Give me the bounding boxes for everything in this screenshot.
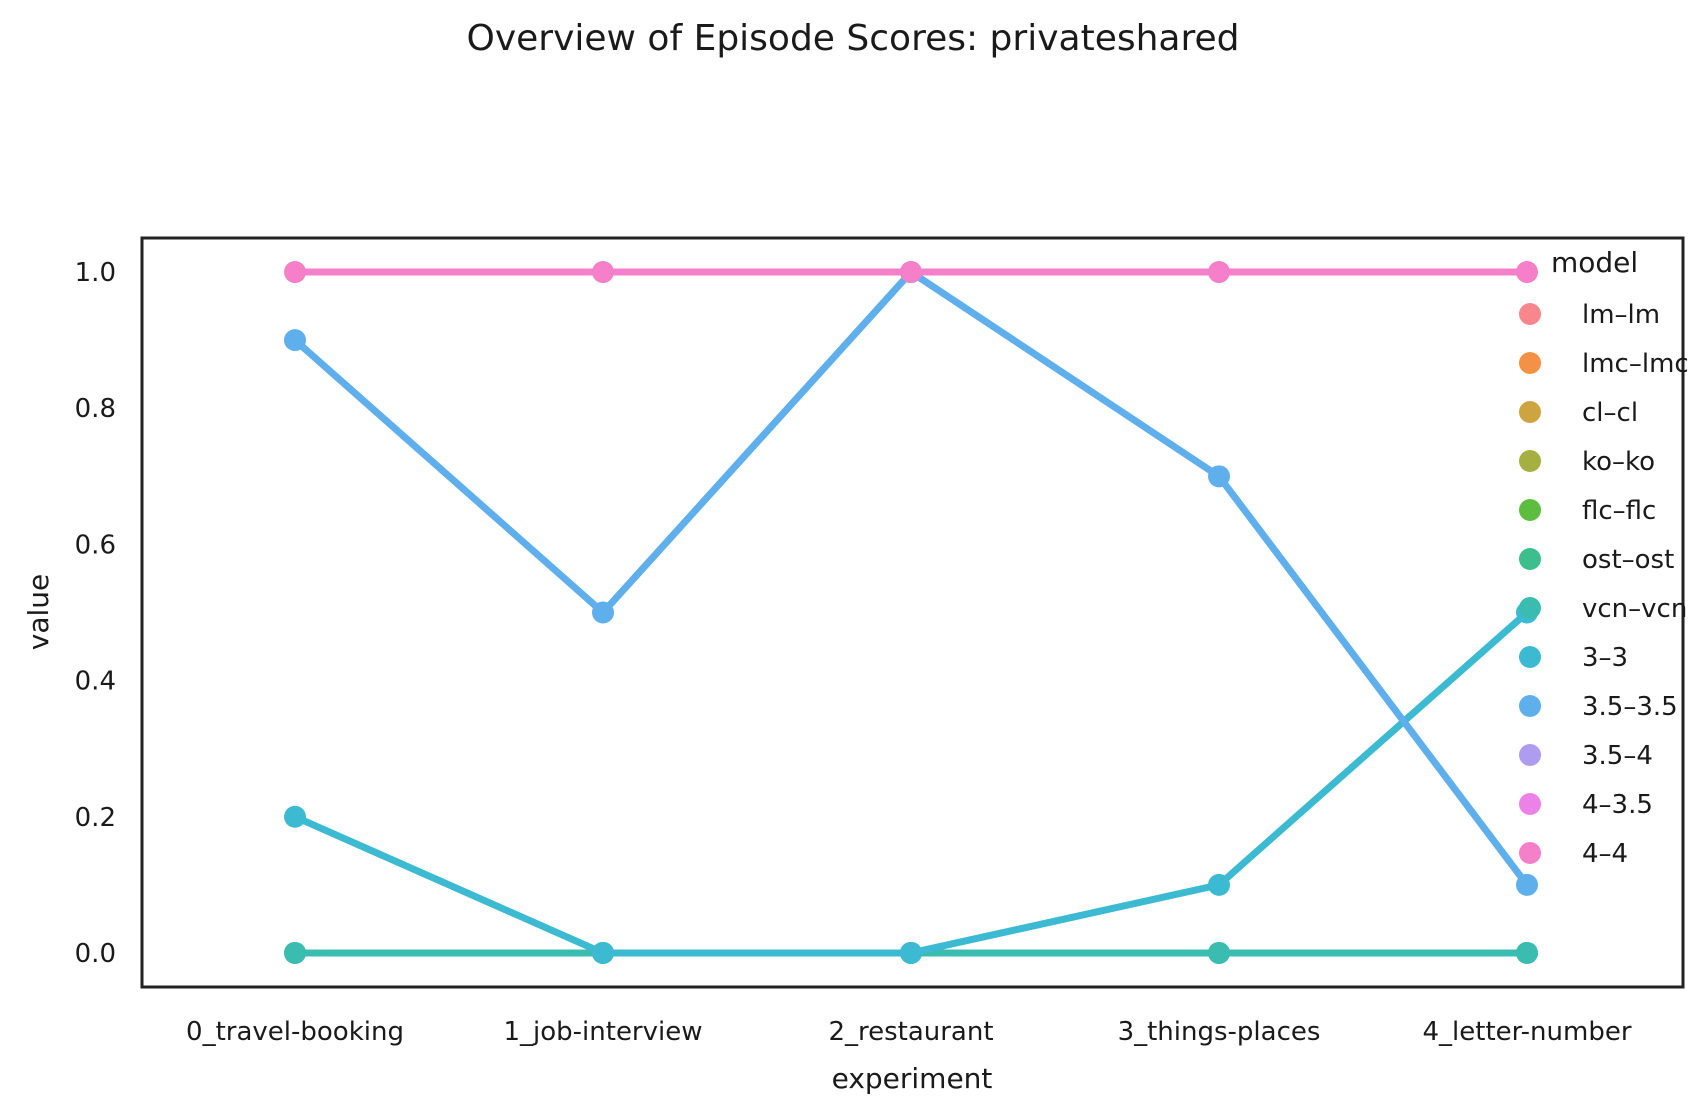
legend-item: 4–4: [1519, 839, 1628, 869]
y-tick-label: 1.0: [75, 258, 116, 288]
legend-item: flc–flc: [1519, 496, 1656, 526]
series-3-3: [284, 601, 1538, 964]
legend-marker: [1519, 842, 1541, 864]
data-point-vcn-4: [1516, 941, 1538, 964]
x-tick-label: 4_letter-number: [1422, 1017, 1631, 1047]
data-point-3.5-3.5-4: [1516, 873, 1538, 896]
data-point-4-4-1: [592, 261, 614, 284]
y-tick-label: 0.4: [75, 667, 116, 697]
y-tick-label: 0.6: [75, 530, 116, 560]
legend-item: vcn–vcn: [1519, 594, 1687, 624]
series-layer: [284, 261, 1538, 964]
data-point-3.5-3.5-1: [592, 601, 614, 624]
legend-label: lm–lm: [1582, 300, 1660, 330]
x-axis-label: experiment: [832, 1062, 993, 1095]
legend-marker: [1519, 303, 1541, 325]
data-point-3-3-1: [592, 941, 614, 964]
legend-label: 3.5–3.5: [1582, 692, 1678, 722]
legend-item: 3.5–3.5: [1519, 692, 1678, 722]
plot-frame: [140, 236, 1685, 989]
y-tick-label: 0.2: [75, 803, 116, 833]
legend-item: 3–3: [1519, 643, 1628, 673]
legend-label: flc–flc: [1582, 496, 1656, 526]
data-point-3.5-3.5-0: [284, 329, 306, 352]
legend-label: lmc–lmc: [1582, 349, 1689, 379]
legend-label: ost–ost: [1582, 545, 1674, 575]
data-point-vcn-3: [1208, 941, 1230, 964]
data-point-vcn-0: [284, 941, 306, 964]
x-tick-label: 0_travel-booking: [186, 1017, 404, 1047]
data-point-4-4-4: [1516, 261, 1538, 284]
legend-title: model: [1551, 246, 1638, 279]
legend-marker: [1519, 450, 1541, 472]
legend-label: vcn–vcn: [1582, 594, 1687, 624]
legend-item: lmc–lmc: [1519, 349, 1689, 379]
legend: model lm–lm lmc–lmc cl–cl ko–ko flc–flc ost–o…: [1519, 246, 1689, 869]
legend-label: cl–cl: [1582, 398, 1638, 428]
x-axis-ticks: 0_travel-booking 1_job-interview 2_restaur…: [186, 1017, 1632, 1047]
legend-item: lm–lm: [1519, 300, 1660, 330]
x-tick-label: 1_job-interview: [503, 1017, 702, 1047]
series-line-3-3: [291, 609, 1531, 957]
data-point-3.5-3.5-3: [1208, 465, 1230, 488]
series-3.5-3.5: [284, 261, 1538, 896]
data-point-3-3-2: [900, 941, 922, 964]
series-4-4: [284, 261, 1538, 284]
y-axis-ticks: 0.0 0.2 0.4 0.6 0.8 1.0: [75, 258, 116, 969]
legend-marker: [1519, 695, 1541, 717]
data-point-3-3-3: [1208, 873, 1230, 896]
legend-marker: [1519, 352, 1541, 374]
legend-label: 3–3: [1582, 643, 1628, 673]
legend-marker: [1519, 499, 1541, 521]
y-tick-label: 0.0: [75, 939, 116, 969]
legend-item: ko–ko: [1519, 447, 1655, 477]
legend-marker: [1519, 646, 1541, 668]
legend-item: ost–ost: [1519, 545, 1674, 575]
legend-label: 3.5–4: [1582, 741, 1653, 771]
y-tick-label: 0.8: [75, 394, 116, 424]
legend-item: cl–cl: [1519, 398, 1638, 428]
legend-marker: [1519, 401, 1541, 423]
data-point-4-4-0: [284, 261, 306, 284]
legend-marker: [1519, 744, 1541, 766]
y-axis-label: value: [22, 574, 55, 650]
data-point-4-4-3: [1208, 261, 1230, 284]
legend-marker: [1519, 597, 1541, 619]
data-point-4-4-2: [900, 261, 922, 284]
legend-label: ko–ko: [1582, 447, 1655, 477]
x-tick-label: 3_things-places: [1118, 1017, 1321, 1047]
legend-label: 4–4: [1582, 839, 1628, 869]
legend-marker: [1519, 548, 1541, 570]
data-point-3-3-0: [284, 805, 306, 828]
legend-label: 4–3.5: [1582, 790, 1653, 820]
legend-marker: [1519, 793, 1541, 815]
series-line-3.5-3.5: [291, 268, 1531, 889]
legend-item: 4–3.5: [1519, 790, 1653, 820]
chart-title: Overview of Episode Scores: privateshare…: [467, 18, 1240, 59]
legend-item: 3.5–4: [1519, 741, 1653, 771]
x-tick-label: 2_restaurant: [828, 1017, 993, 1047]
